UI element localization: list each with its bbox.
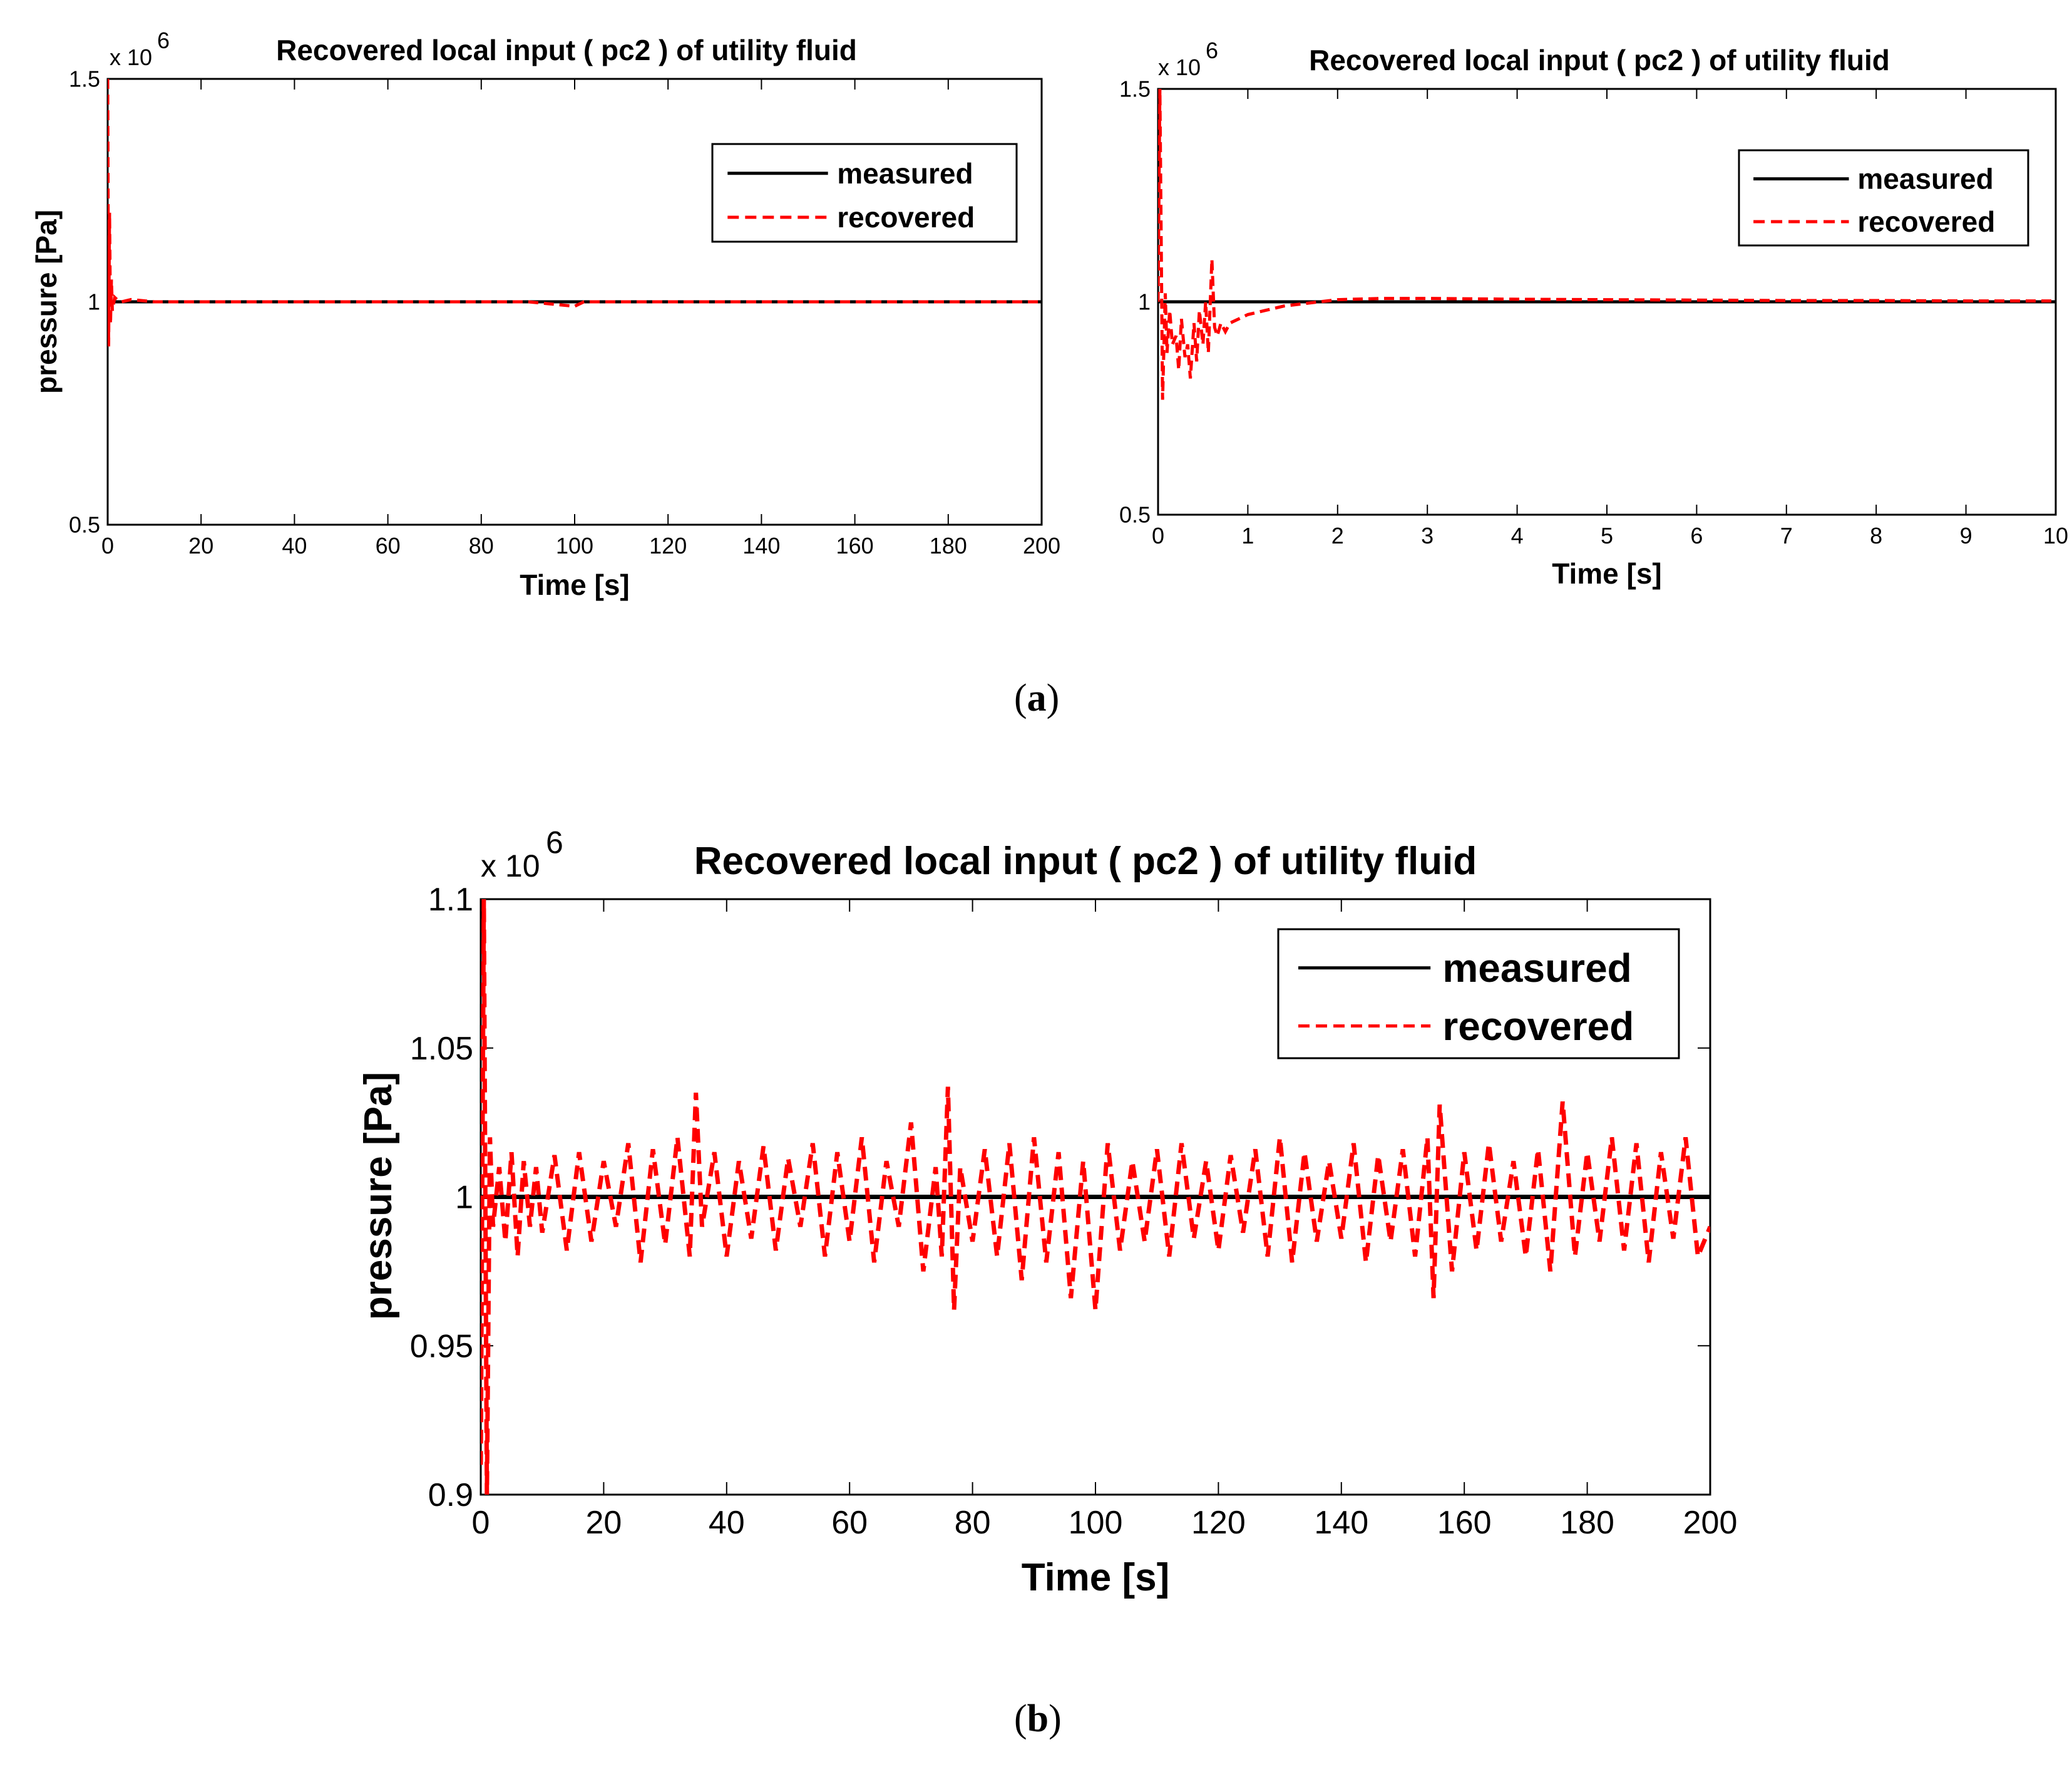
- series-group: [1158, 89, 2056, 400]
- legend-label-measured: measured: [1442, 945, 1631, 991]
- legend-label-recovered: recovered: [837, 201, 975, 234]
- series-recovered: [108, 79, 1042, 347]
- legend-box: [1738, 149, 2029, 247]
- chart-title: Recovered local input ( pc2 ) of utility…: [1309, 44, 1890, 76]
- x-tick-label: 10: [2043, 523, 2068, 549]
- y-axis-label: pressure [Pa]: [30, 210, 63, 394]
- y-axis-label: pressure [Pa]: [357, 1072, 400, 1320]
- x-tick-label: 1: [1241, 523, 1254, 549]
- legend-label-recovered: recovered: [1857, 205, 1995, 238]
- x-tick-label: 6: [1690, 523, 1703, 549]
- x-tick-label: 5: [1601, 523, 1613, 549]
- x-tick-label: 40: [282, 533, 307, 559]
- y-tick-label: 1.5: [69, 66, 100, 92]
- x-tick-label: 7: [1780, 523, 1793, 549]
- y-exponent-label: x 10: [110, 44, 152, 70]
- x-tick-label: 120: [649, 533, 687, 559]
- x-tick-label: 60: [376, 533, 401, 559]
- x-axis-label: Time [s]: [520, 569, 630, 601]
- x-tick-label: 80: [955, 1505, 991, 1541]
- chart-b: 0 20 40 60 80 100 120 140 160 180 200 0.9 0.95 1 1.05 1…: [357, 825, 1737, 1600]
- x-tick-label: 60: [831, 1505, 868, 1541]
- x-tick-label: 140: [742, 533, 780, 559]
- x-tick-label: 0: [101, 533, 114, 559]
- series-recovered: [1158, 89, 2056, 400]
- x-axis-label: Time [s]: [1022, 1556, 1170, 1599]
- x-tick-label: 0: [472, 1505, 490, 1541]
- x-tick-label: 120: [1191, 1505, 1246, 1541]
- x-tick-label: 140: [1314, 1505, 1368, 1541]
- y-exponent-label: x 10: [481, 848, 540, 884]
- x-tick-label: 100: [556, 533, 593, 559]
- x-tick-label: 180: [1560, 1505, 1614, 1541]
- y-tick-label: 0.5: [1119, 502, 1151, 528]
- legend-box: [711, 143, 1018, 243]
- legend: measured recovered: [1277, 928, 1680, 1059]
- x-tick-label: 20: [585, 1505, 622, 1541]
- y-exponent-power: 6: [157, 28, 170, 53]
- caption-a: (a): [1014, 677, 1060, 719]
- caption-b: (b): [1014, 1697, 1062, 1740]
- chart-title: Recovered local input ( pc2 ) of utility…: [694, 840, 1477, 883]
- x-tick-label: 100: [1069, 1505, 1123, 1541]
- caption-a-letter: a: [1027, 677, 1047, 719]
- x-tick-label: 0: [1152, 523, 1164, 549]
- y-tick-label: 1.5: [1119, 76, 1151, 102]
- legend: measured recovered: [711, 143, 1018, 243]
- y-exponent-power: 6: [1206, 38, 1218, 63]
- y-tick-label: 1.05: [410, 1031, 473, 1067]
- y-tick-label: 1: [88, 289, 100, 315]
- chart-a-right: 0 1 2 3 4 5 6 7 8 9 100.511.5x 106 Recovered local …: [1119, 38, 2068, 590]
- chart-title: Recovered local input ( pc2 ) of utility…: [276, 34, 857, 66]
- y-exponent-power: 6: [546, 825, 563, 860]
- legend-label-measured: measured: [837, 157, 973, 190]
- x-tick-label: 200: [1023, 533, 1060, 559]
- series-group: [481, 899, 1710, 1495]
- x-tick-label: 180: [930, 533, 967, 559]
- legend: measured recovered: [1738, 149, 2029, 247]
- y-tick-label: 1.1: [428, 882, 473, 918]
- y-tick-label: 0.5: [69, 512, 100, 538]
- legend-label-measured: measured: [1857, 163, 1993, 195]
- y-tick-label: 0.95: [410, 1328, 473, 1364]
- series-group: [108, 79, 1042, 347]
- y-exponent-label: x 10: [1158, 54, 1201, 80]
- x-tick-label: 160: [836, 533, 874, 559]
- x-tick-label: 80: [469, 533, 494, 559]
- series-recovered: [481, 899, 1710, 1495]
- y-tick-label: 1: [1138, 289, 1151, 315]
- x-tick-label: 8: [1870, 523, 1882, 549]
- y-tick-label: 0.9: [428, 1477, 473, 1513]
- legend-label-recovered: recovered: [1442, 1004, 1634, 1049]
- chart-a-left: 0 20 40 60 80 100 120 140 160 180 200 0.5 1 1.5 x 106 R…: [30, 28, 1060, 601]
- x-axis-label: Time [s]: [1552, 557, 1662, 590]
- x-tick-label: 9: [1960, 523, 1972, 549]
- legend-box: [1277, 928, 1680, 1059]
- caption-b-letter: b: [1027, 1697, 1049, 1740]
- x-tick-label: 160: [1437, 1505, 1492, 1541]
- x-tick-label: 2: [1331, 523, 1344, 549]
- y-tick-label: 1: [455, 1180, 473, 1216]
- x-tick-label: 20: [188, 533, 213, 559]
- x-tick-label: 4: [1511, 523, 1524, 549]
- x-tick-label: 40: [709, 1505, 745, 1541]
- x-tick-label: 3: [1421, 523, 1433, 549]
- x-tick-label: 200: [1683, 1505, 1738, 1541]
